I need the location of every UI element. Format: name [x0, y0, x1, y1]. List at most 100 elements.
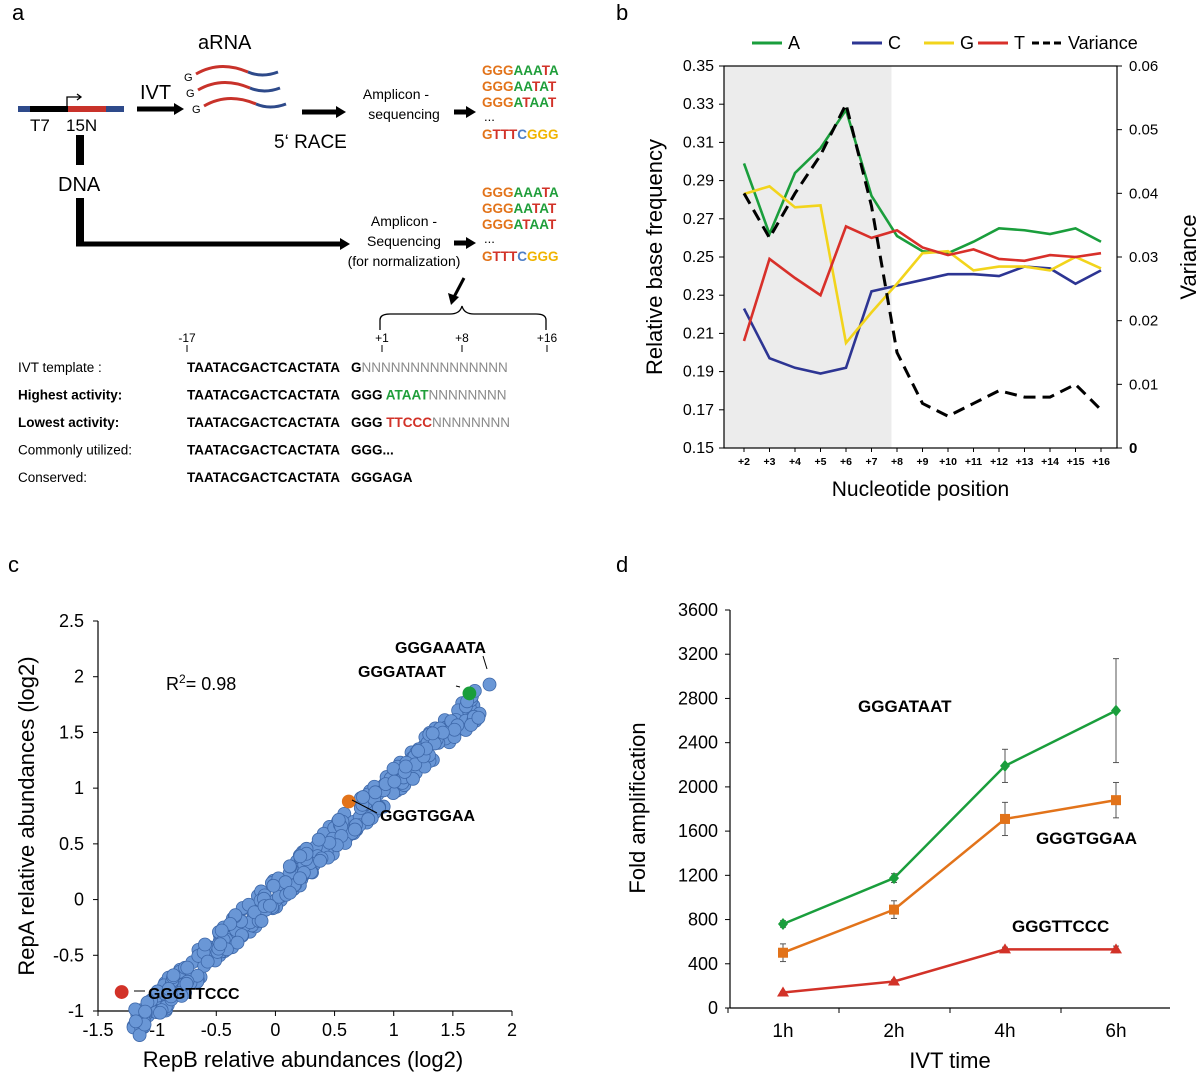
read-sequence: GGGATAAT [482, 95, 557, 110]
read-sequence: GGGATAAT [482, 217, 557, 232]
read-sequence: GGGAATAT [482, 201, 557, 216]
scatter-point [254, 914, 269, 928]
seq-arrow2-head [466, 237, 476, 249]
scatter-point [200, 954, 215, 969]
scatter-point [425, 726, 440, 741]
scatter-point [293, 871, 307, 886]
y-tick-label: 0.21 [683, 325, 714, 342]
read-segment: T [532, 79, 541, 94]
y-tick-label: 1.5 [59, 722, 84, 742]
y-axis-title: RepA relative abundances (log2) [14, 656, 39, 975]
legend-label: C [888, 33, 901, 53]
read-sequence-last: GTTTCGGG [482, 127, 559, 142]
read-segment: T [548, 201, 557, 216]
scatter-point [213, 937, 228, 952]
svg-text:G: G [184, 72, 193, 84]
read-segment: T [532, 201, 541, 216]
series-gggataat [778, 658, 1121, 930]
y-tick-label: 0.29 [683, 173, 714, 190]
x-tick-label: +6 [840, 456, 852, 468]
y-tick-label: 0 [708, 998, 718, 1018]
scatter-point [166, 968, 181, 983]
x-tick-label: +8 [891, 456, 903, 468]
read-segment: T [522, 217, 531, 232]
y-tick-label: 0.5 [59, 834, 84, 854]
y-tick-label: 0.27 [683, 211, 714, 228]
read-sequence-last: GTTTCGGG [482, 249, 559, 264]
x-tick-label: +4 [789, 456, 801, 468]
zoom-arrow-head [448, 293, 459, 305]
scatter-point [266, 878, 281, 893]
series-line-a [742, 106, 1102, 255]
series-gggttccc [777, 943, 1122, 997]
scatter-point [368, 785, 383, 800]
x-tick-label: -1 [149, 1020, 165, 1040]
data-marker [778, 917, 788, 930]
highlight-point [462, 686, 477, 701]
ivt-arrow-head [174, 103, 184, 115]
row-label: Lowest activity: [18, 415, 119, 430]
row-label: Commonly utilized: [18, 443, 132, 458]
race-label: 5‘ RACE [274, 132, 347, 153]
y-right-tick-label: 0.05 [1129, 122, 1158, 139]
highlight-point [482, 677, 497, 692]
arna-strands: G G G [184, 65, 287, 116]
scatter-point [372, 800, 386, 815]
seq-arrow1-head [466, 106, 476, 118]
sequence-row: Conserved: TAATACGACTCACTATA GGGAGA [18, 470, 413, 485]
zoom-arrow [452, 277, 466, 298]
y-tick-label: 2800 [678, 688, 718, 708]
x-tick-label: 1h [772, 1021, 793, 1042]
read-segment: A [539, 79, 549, 94]
read-segment: A [549, 63, 559, 78]
arna-label: aRNA [198, 32, 252, 54]
read-segment: AA [514, 201, 534, 216]
read-ellipsis: ... [484, 109, 495, 124]
read-segment: T [522, 95, 531, 110]
y-tick-label: 0.15 [683, 440, 714, 457]
sequence-table: IVT template : TAATACGACTCACTATA GNNNNNNNN… [18, 360, 510, 485]
data-marker [1000, 813, 1010, 824]
y-axis-title: Fold amplification [625, 722, 650, 893]
dna-right-flank [106, 106, 124, 112]
data-marker [778, 947, 788, 958]
scatter-point [214, 923, 229, 938]
row-sequence: TAATACGACTCACTATA GGG... [187, 443, 394, 458]
y-tick-label: 800 [688, 910, 718, 930]
amplicon1-line1: Amplicon - [363, 86, 429, 102]
promoter-arrow-head [76, 93, 83, 101]
read-segment: AA [514, 79, 534, 94]
y-right-tick-label: 0.02 [1129, 313, 1158, 330]
data-marker [777, 986, 789, 997]
x-axis-title: IVT time [909, 1048, 991, 1073]
read-segment: T [548, 95, 557, 110]
scatter-point [180, 960, 195, 975]
dna-15n-segment [68, 106, 106, 112]
ivt-label: IVT [140, 82, 171, 104]
x-tick-label: +5 [815, 456, 827, 468]
y-tick-label: 1200 [678, 865, 718, 885]
read-segment: T [548, 79, 557, 94]
series-line [782, 709, 1117, 926]
series-label: GGGTTCCC [1012, 917, 1109, 936]
y-tick-label: -0.5 [53, 945, 84, 965]
dna-normalization-arrow-head [340, 238, 350, 250]
data-marker [888, 975, 900, 986]
scatter-point [356, 790, 370, 804]
scatter-point [262, 898, 277, 913]
scatter-point [347, 822, 362, 837]
highlight-label: GGGAAATA [395, 640, 486, 657]
svg-text:G: G [186, 88, 195, 100]
data-marker [889, 872, 899, 885]
scatter-point [447, 722, 462, 737]
highlight-label: GGGATAAT [358, 664, 446, 681]
y-tick-label: 2400 [678, 733, 718, 753]
read-segment: A [539, 201, 549, 216]
race-arrow-head [336, 106, 346, 118]
scatter-point [282, 859, 297, 874]
series-line-variance [742, 99, 1103, 418]
highlight-leader [351, 799, 378, 814]
y-tick-label: 1 [74, 778, 84, 798]
